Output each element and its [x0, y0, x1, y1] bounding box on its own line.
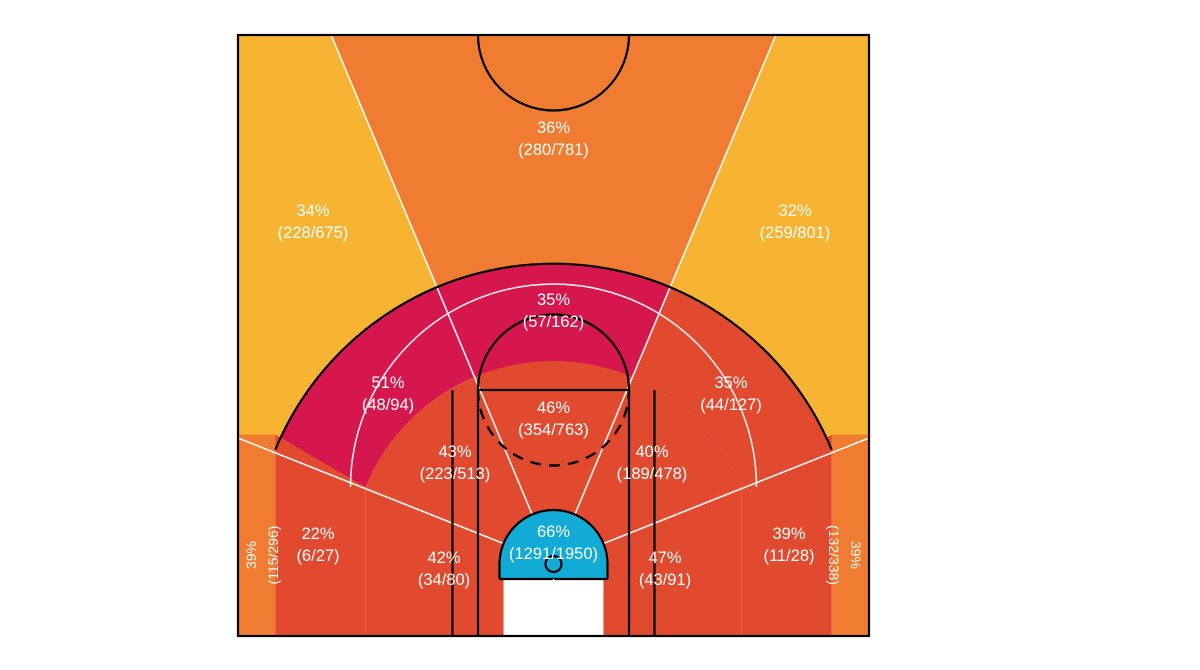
- svg-text:46%: 46%: [537, 399, 570, 417]
- svg-text:32%: 32%: [778, 202, 811, 220]
- svg-text:39%: 39%: [772, 525, 805, 543]
- svg-text:22%: 22%: [301, 525, 334, 543]
- svg-text:(43/91): (43/91): [639, 571, 691, 589]
- svg-text:40%: 40%: [635, 443, 668, 461]
- svg-text:(189/478): (189/478): [617, 465, 688, 483]
- svg-text:(34/80): (34/80): [418, 571, 470, 589]
- svg-text:42%: 42%: [427, 549, 460, 567]
- svg-text:39%: 39%: [848, 541, 864, 569]
- svg-text:(354/763): (354/763): [518, 421, 589, 439]
- svg-text:47%: 47%: [648, 549, 681, 567]
- svg-text:35%: 35%: [537, 291, 570, 309]
- svg-text:(280/781): (280/781): [518, 141, 589, 159]
- svg-text:(48/94): (48/94): [362, 396, 414, 414]
- svg-text:34%: 34%: [296, 202, 329, 220]
- svg-text:(1291/1950): (1291/1950): [509, 545, 598, 563]
- svg-text:43%: 43%: [438, 443, 471, 461]
- svg-text:(132/338): (132/338): [826, 525, 842, 585]
- svg-text:51%: 51%: [371, 374, 404, 392]
- svg-text:36%: 36%: [537, 119, 570, 137]
- svg-text:(57/162): (57/162): [523, 313, 584, 331]
- svg-text:(6/27): (6/27): [296, 547, 339, 565]
- svg-text:(223/513): (223/513): [420, 465, 491, 483]
- svg-text:39%: 39%: [243, 541, 259, 569]
- svg-text:(44/127): (44/127): [700, 396, 761, 414]
- svg-text:35%: 35%: [714, 374, 747, 392]
- svg-text:(11/28): (11/28): [763, 547, 814, 565]
- svg-text:66%: 66%: [537, 523, 570, 541]
- svg-text:(259/801): (259/801): [760, 224, 831, 242]
- svg-text:(228/675): (228/675): [278, 224, 349, 242]
- svg-text:(115/296): (115/296): [265, 526, 281, 585]
